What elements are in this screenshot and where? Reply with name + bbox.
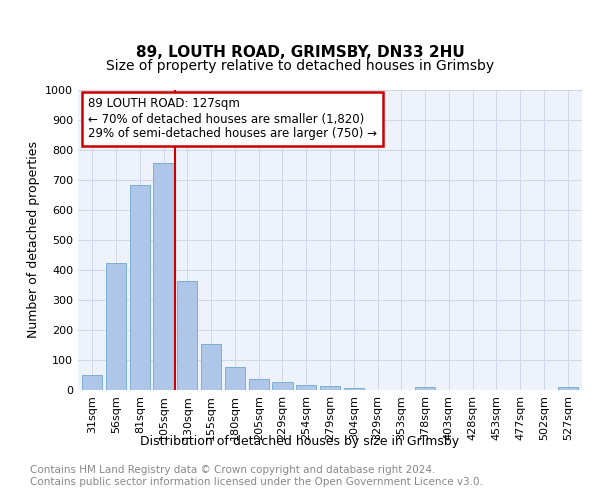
Text: Size of property relative to detached houses in Grimsby: Size of property relative to detached ho…	[106, 59, 494, 73]
Bar	[248, 379, 269, 390]
Y-axis label: Number of detached properties: Number of detached properties	[26, 142, 40, 338]
Bar	[82, 375, 103, 390]
Bar	[320, 386, 340, 390]
Text: Distribution of detached houses by size in Grimsby: Distribution of detached houses by size …	[140, 434, 460, 448]
Bar	[177, 281, 197, 390]
Bar	[557, 387, 578, 390]
Text: 89 LOUTH ROAD: 127sqm
← 70% of detached houses are smaller (1,820)
29% of semi-d: 89 LOUTH ROAD: 127sqm ← 70% of detached …	[88, 98, 377, 140]
Bar	[272, 382, 293, 390]
Bar	[296, 384, 316, 390]
Bar	[415, 387, 435, 390]
Bar	[106, 262, 126, 390]
Bar	[225, 367, 245, 390]
Bar	[130, 185, 150, 390]
Bar	[154, 163, 173, 390]
Text: Contains HM Land Registry data © Crown copyright and database right 2024.
Contai: Contains HM Land Registry data © Crown c…	[30, 465, 483, 487]
Bar	[201, 344, 221, 390]
Text: 89, LOUTH ROAD, GRIMSBY, DN33 2HU: 89, LOUTH ROAD, GRIMSBY, DN33 2HU	[136, 45, 464, 60]
Bar	[344, 388, 364, 390]
